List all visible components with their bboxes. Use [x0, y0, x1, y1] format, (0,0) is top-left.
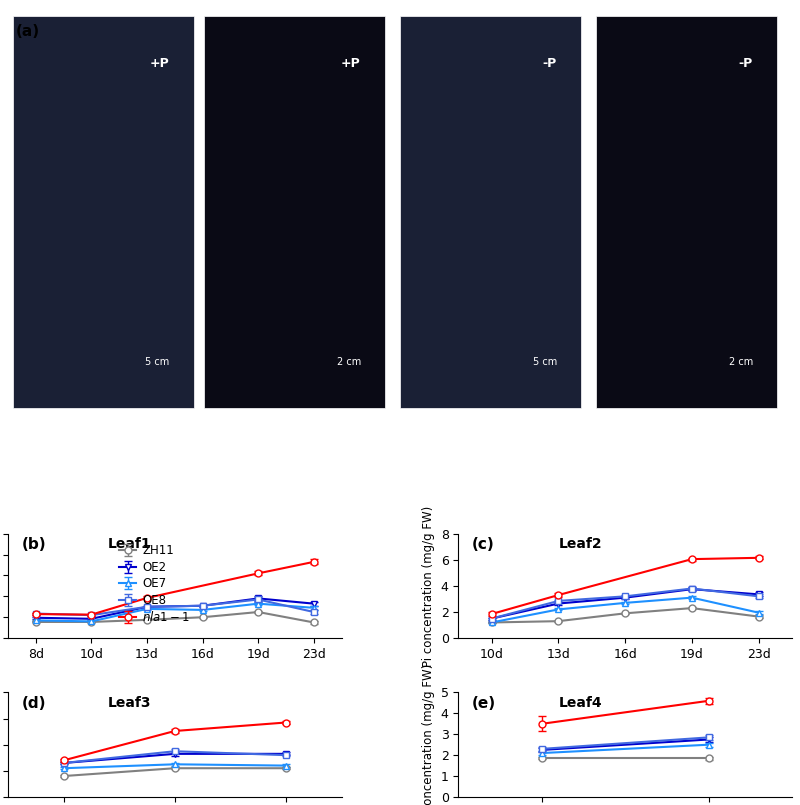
- Bar: [13, 16, 194, 408]
- Text: (b): (b): [22, 537, 46, 551]
- Text: +P: +P: [341, 57, 361, 70]
- Text: 5 cm: 5 cm: [146, 357, 170, 367]
- Bar: [596, 16, 778, 408]
- Text: 2 cm: 2 cm: [337, 357, 361, 367]
- Y-axis label: Pi concentration (mg/g FW): Pi concentration (mg/g FW): [422, 506, 435, 667]
- Text: 5 cm: 5 cm: [533, 357, 557, 367]
- Y-axis label: Pi concentration (mg/g FW): Pi concentration (mg/g FW): [422, 664, 435, 805]
- Text: Leaf1: Leaf1: [108, 537, 152, 551]
- Text: -P: -P: [542, 57, 557, 70]
- Text: (c): (c): [472, 537, 494, 551]
- Text: Leaf3: Leaf3: [108, 696, 151, 709]
- Text: +P: +P: [150, 57, 170, 70]
- Text: Leaf2: Leaf2: [558, 537, 602, 551]
- Text: -P: -P: [738, 57, 753, 70]
- Text: Leaf4: Leaf4: [558, 696, 602, 709]
- Bar: [400, 16, 582, 408]
- Text: (a): (a): [16, 24, 40, 39]
- Text: (d): (d): [22, 696, 46, 711]
- Legend: ZH11, OE2, OE7, OE8, $\it{nla1-1}$: ZH11, OE2, OE7, OE8, $\it{nla1-1}$: [114, 539, 195, 630]
- Text: 2 cm: 2 cm: [729, 357, 753, 367]
- Bar: [204, 16, 386, 408]
- Text: (e): (e): [472, 696, 496, 711]
